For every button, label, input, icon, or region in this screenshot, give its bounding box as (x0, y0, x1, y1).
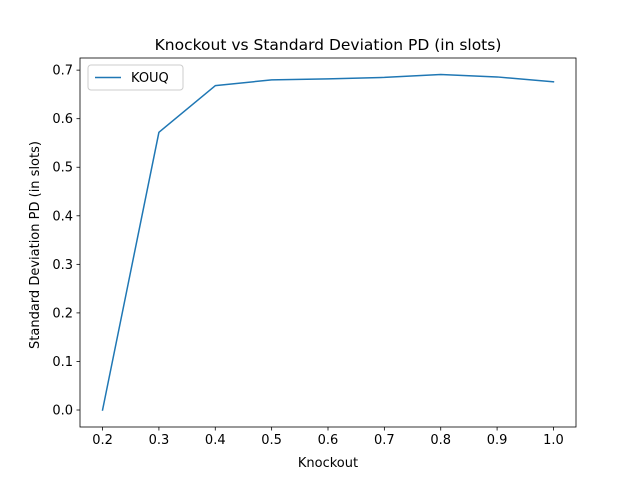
y-tick-label: 0.1 (52, 355, 73, 370)
y-tick-label: 0.0 (52, 404, 73, 419)
legend-label: KOUQ (131, 71, 169, 86)
x-tick-label: 1.0 (543, 433, 564, 448)
y-tick-label: 0.4 (52, 209, 73, 224)
legend-box (87, 64, 184, 91)
x-tick-label: 0.6 (318, 433, 339, 448)
x-axis-label: Knockout (298, 456, 358, 471)
x-tick-label: 0.8 (430, 433, 451, 448)
y-axis-label: Standard Deviation PD (in slots) (28, 141, 43, 349)
chart-title: Knockout vs Standard Deviation PD (in sl… (155, 36, 502, 54)
x-tick-label: 0.9 (487, 433, 508, 448)
x-tick-label: 0.3 (149, 433, 170, 448)
x-tick-label: 0.2 (92, 433, 113, 448)
x-tick-label: 0.7 (374, 433, 395, 448)
legend: KOUQ (87, 64, 184, 91)
y-tick-label: 0.2 (52, 306, 73, 321)
y-tick-label: 0.7 (52, 64, 73, 79)
x-tick-label: 0.4 (205, 433, 226, 448)
y-tick-label: 0.5 (52, 161, 73, 176)
y-tick-label: 0.3 (52, 258, 73, 273)
x-tick-label: 0.5 (261, 433, 282, 448)
series-line-kouq (101, 73, 555, 411)
y-tick-label: 0.6 (52, 112, 73, 127)
plot-area: 0.2 0.3 0.4 0.5 0.6 0.7 0.8 0.9 1.0 0.0 0.1 0.2 0.3 0… (52, 57, 577, 448)
